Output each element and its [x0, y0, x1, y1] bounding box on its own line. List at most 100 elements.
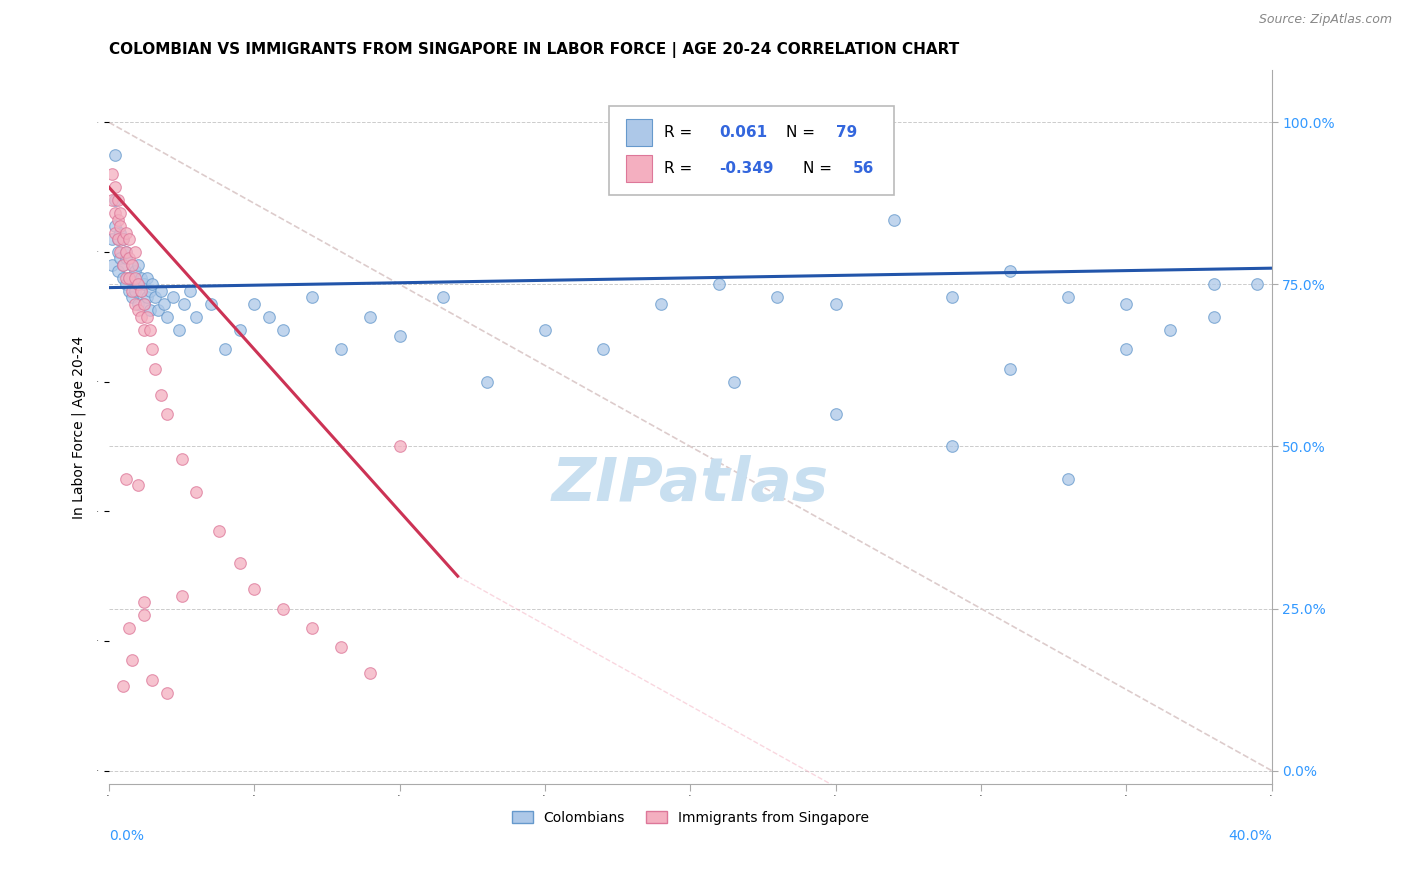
Point: [104, 193, 127, 207]
Point: [153, 297, 176, 311]
Point: [124, 297, 146, 311]
Point: [110, 219, 132, 233]
Point: [534, 323, 557, 337]
Point: [121, 284, 143, 298]
Point: [359, 666, 381, 681]
Point: [301, 290, 323, 304]
Point: [115, 226, 138, 240]
Point: [104, 219, 127, 233]
Point: [107, 212, 129, 227]
Point: [271, 323, 294, 337]
Point: [132, 297, 155, 311]
Point: [127, 303, 149, 318]
Text: 40.0%: 40.0%: [1227, 829, 1271, 843]
Point: [156, 686, 179, 700]
Point: [1159, 323, 1181, 337]
Point: [107, 264, 129, 278]
Point: [121, 258, 143, 272]
Point: [132, 277, 155, 292]
Point: [135, 290, 157, 304]
Point: [150, 387, 173, 401]
Point: [110, 244, 132, 259]
Point: [148, 303, 170, 318]
Point: [998, 361, 1021, 376]
Point: [100, 193, 122, 207]
Point: [115, 252, 138, 266]
Point: [228, 323, 250, 337]
Point: [100, 232, 122, 246]
Point: [1115, 297, 1137, 311]
Point: [184, 484, 207, 499]
Point: [941, 290, 963, 304]
FancyBboxPatch shape: [609, 106, 894, 195]
Point: [124, 271, 146, 285]
Text: 0.061: 0.061: [720, 125, 768, 140]
Point: [135, 271, 157, 285]
Point: [432, 290, 454, 304]
Point: [104, 206, 127, 220]
Text: 79: 79: [835, 125, 856, 140]
Point: [138, 323, 160, 337]
Point: [141, 673, 163, 687]
Point: [115, 472, 138, 486]
Point: [156, 310, 179, 324]
Text: 56: 56: [853, 161, 875, 177]
Point: [132, 297, 155, 311]
Point: [110, 252, 132, 266]
Point: [124, 244, 146, 259]
Y-axis label: In Labor Force | Age 20-24: In Labor Force | Age 20-24: [72, 335, 86, 518]
Point: [170, 589, 193, 603]
Point: [170, 452, 193, 467]
Point: [112, 232, 135, 246]
Point: [388, 329, 411, 343]
Text: N =: N =: [786, 125, 820, 140]
Point: [214, 342, 236, 356]
Point: [129, 284, 152, 298]
Point: [200, 297, 222, 311]
Point: [104, 180, 127, 194]
Point: [271, 601, 294, 615]
Point: [129, 271, 152, 285]
Point: [1115, 342, 1137, 356]
Point: [650, 297, 672, 311]
Point: [100, 167, 122, 181]
Point: [883, 212, 905, 227]
Text: -0.349: -0.349: [720, 161, 773, 177]
Point: [141, 342, 163, 356]
Point: [184, 310, 207, 324]
Point: [138, 284, 160, 298]
Text: Source: ZipAtlas.com: Source: ZipAtlas.com: [1258, 13, 1392, 27]
Point: [243, 297, 266, 311]
Point: [127, 277, 149, 292]
Point: [301, 621, 323, 635]
Point: [941, 440, 963, 454]
Point: [127, 478, 149, 492]
Text: 0.0%: 0.0%: [108, 829, 143, 843]
Point: [118, 271, 141, 285]
Point: [121, 290, 143, 304]
Point: [118, 271, 141, 285]
Point: [709, 277, 731, 292]
Point: [208, 524, 231, 538]
Text: R =: R =: [664, 125, 696, 140]
Point: [112, 258, 135, 272]
Point: [115, 277, 138, 292]
Point: [112, 232, 135, 246]
Legend: Colombians, Immigrants from Singapore: Colombians, Immigrants from Singapore: [506, 805, 875, 830]
Point: [766, 290, 789, 304]
Point: [127, 258, 149, 272]
Point: [138, 303, 160, 318]
Point: [107, 244, 129, 259]
Point: [228, 556, 250, 570]
Point: [143, 290, 166, 304]
Point: [118, 621, 141, 635]
Point: [998, 264, 1021, 278]
Point: [118, 232, 141, 246]
Point: [1202, 277, 1225, 292]
Point: [475, 375, 498, 389]
Point: [118, 284, 141, 298]
Point: [129, 310, 152, 324]
Point: [179, 284, 201, 298]
Point: [824, 407, 846, 421]
Point: [107, 232, 129, 246]
